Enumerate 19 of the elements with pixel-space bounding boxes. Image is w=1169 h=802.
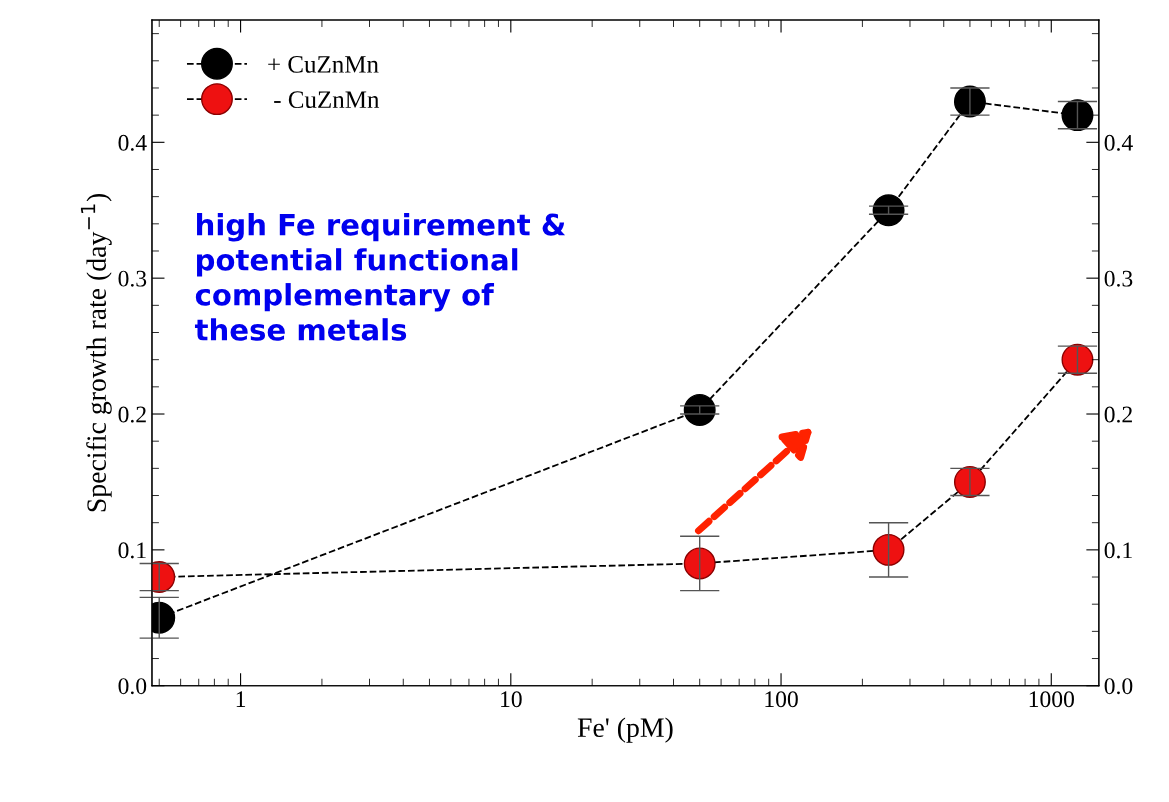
- y2-tick-label: 0.1: [1104, 542, 1132, 559]
- y2-tick-label: 0.3: [1104, 270, 1133, 287]
- x-tick-label: 1000: [1029, 691, 1074, 708]
- x-tick-label: 10: [501, 691, 522, 708]
- x-axis-title: Fe' (pM): [577, 717, 673, 743]
- x-tick-label: 100: [765, 691, 798, 708]
- x-tick-label: 1: [236, 691, 246, 707]
- y2-tick-label: 0.0: [1104, 678, 1133, 695]
- y-axis-title: Specific growth rate (day$^{−1}$): [80, 193, 112, 512]
- y-tick-label: 0.4: [118, 134, 147, 151]
- y2-tick-label: 0.2: [1104, 406, 1132, 423]
- y-tick-label: 0.1: [118, 542, 146, 559]
- y-tick-label: 0.0: [118, 678, 147, 695]
- y-tick-label: 0.3: [118, 270, 147, 287]
- legend-label: + CuZnMn: [268, 56, 379, 73]
- y-tick-label: 0.2: [118, 406, 146, 423]
- legend-label: - CuZnMn: [274, 91, 380, 109]
- annotation: high Fe requirement & potential functional complementary of these metals: [194, 213, 566, 341]
- y2-tick-label: 0.4: [1104, 134, 1133, 151]
